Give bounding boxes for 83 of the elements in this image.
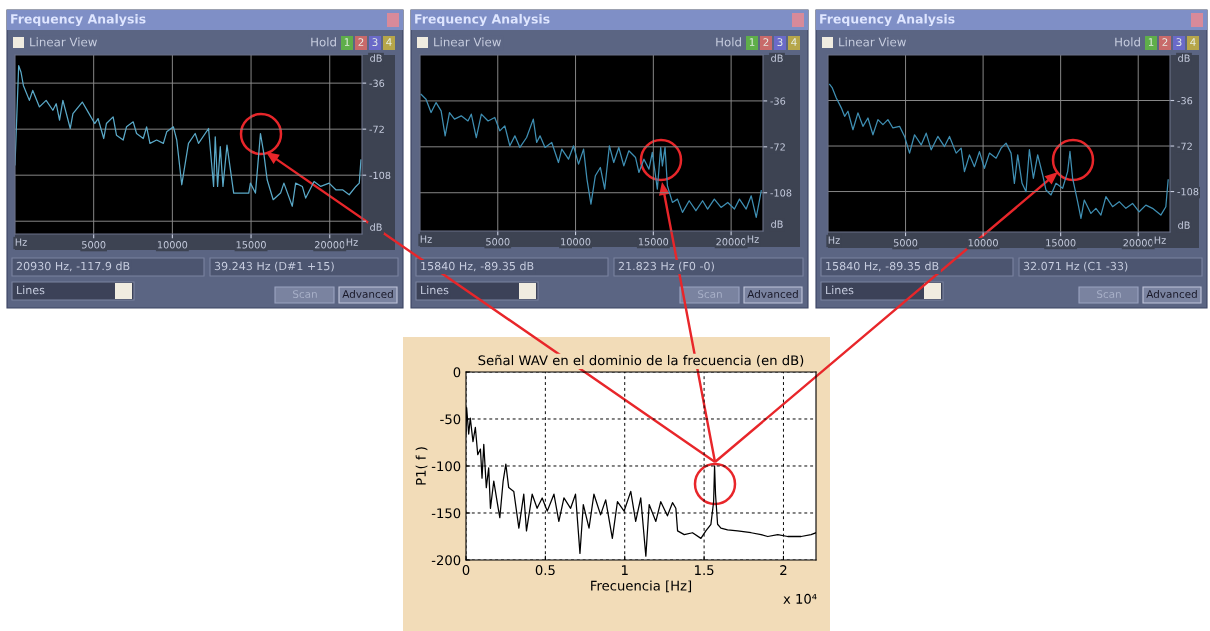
x-tick-label: 0.5 [535,565,555,576]
text: Hz [420,235,432,243]
text: 20930 Hz, -117.9 dB [16,261,130,272]
text: Hz [747,235,759,243]
text: Lines [826,285,854,295]
chart-title: Frequency Analysis [820,13,955,27]
text: Hz [346,238,358,246]
y-tick-label: -108 [770,189,792,197]
x-tick-label: 10000 [561,238,591,246]
text: 1 [749,38,755,46]
text: Hold [716,37,741,47]
text: dB [370,54,382,62]
text: 2 [1162,38,1168,46]
text: 21.823 Hz (F0 -0) [618,261,714,272]
y-tick-label: -36 [770,97,786,105]
text: dB [370,223,382,231]
text: Hz [1154,236,1166,244]
x-tick-label: 2 [780,565,787,575]
text: 2 [763,38,769,46]
text: 4 [791,38,797,46]
text: 1 [1148,38,1154,46]
line-series [15,64,362,207]
x-tick-label: 15000 [1046,239,1076,247]
x-tick-label: 5000 [486,238,510,246]
line-series [420,93,762,218]
x-axis-title: Frecuencia [Hz] [591,580,692,593]
x-tick-label: 0 [462,565,470,576]
x-tick-label: 20000 [1123,239,1154,247]
chart-title: Señal WAV en el dominio de la frecuencia (en dB) [478,354,804,367]
y-tick-label: 0 [453,367,461,378]
x-tick-label: 10000 [968,239,998,247]
text: 4 [1190,38,1196,46]
text: dB [771,54,783,62]
y-axis-title: P1( f ) [415,447,428,485]
chart-title: Frequency Analysis [11,13,146,27]
text: Advanced [342,289,393,299]
y-tick-label: -200 [431,555,461,566]
text: Linear View [434,37,501,47]
text: Advanced [1146,289,1197,299]
text: 32.071 Hz (C1 -33) [1023,261,1128,272]
x-tick-label: 15000 [236,241,266,249]
text: Lines [421,285,449,295]
y-tick-label: -108 [1177,188,1199,196]
text: 1 [344,38,350,46]
text: Hz [15,238,27,246]
text: 3 [777,38,783,47]
y-tick-label: -72 [770,143,785,151]
x-tick-label: 20000 [314,241,345,249]
x-tick-label: 1 [621,565,628,575]
y-tick-label: -100 [431,461,461,472]
text: Hz [828,236,840,244]
chart-title: Frequency Analysis [415,13,550,27]
text: Lines [17,285,45,295]
text: 39.243 Hz (D#1 +15) [214,261,334,272]
y-tick-label: -36 [369,79,385,87]
x-tick-label: 15000 [638,238,669,246]
text: Advanced [747,289,798,299]
text: 3 [1176,38,1182,47]
text: 4 [386,38,392,46]
text: 3 [372,38,378,47]
text: 15840 Hz, -89.35 dB [421,261,534,272]
y-tick-label: -50 [440,414,461,425]
text: dB [1178,221,1190,229]
text: Linear View [839,37,906,47]
text: Hold [1115,37,1140,47]
y-tick-label: -108 [369,171,391,180]
text: Linear View [30,37,97,47]
text: dB [771,220,783,228]
y-tick-label: -72 [1177,142,1192,150]
y-tick-label: -72 [369,125,384,133]
line-series [829,83,1169,220]
x-tick-label: 5000 [893,239,918,247]
text: Hold [311,37,336,47]
text: 2 [358,38,364,46]
x-tick-label: 1.5 [695,565,714,576]
text: dB [1178,54,1190,62]
text: 15840 Hz, -89.35 dB [826,261,939,272]
x-tick-label: 20000 [716,238,746,246]
y-tick-label: -36 [1177,96,1193,105]
text: x 10⁴ [783,593,817,604]
x-tick-label: 5000 [82,241,106,249]
y-tick-label: -150 [431,508,461,519]
x-tick-label: 10000 [157,241,188,249]
